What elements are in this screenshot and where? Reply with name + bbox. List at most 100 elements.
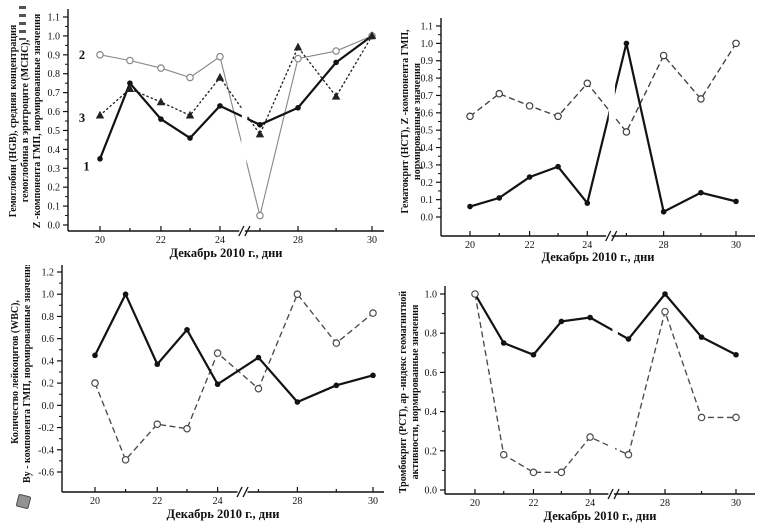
data-point-open-circle (294, 54, 302, 63)
data-point-filled-circle (500, 340, 507, 346)
data-point-filled-circle (255, 354, 262, 361)
x-axis-label: Декабрь 2010 г., дни (544, 509, 657, 523)
axis-break-slash (613, 488, 620, 500)
y-tick-label: 0.4 (42, 356, 55, 367)
data-point-open-circle (186, 73, 194, 82)
axis-break-slash (611, 230, 618, 242)
data-point-open-circle (471, 290, 479, 298)
y-tick-label: 0.6 (42, 334, 55, 345)
curve-number-label: 3 (79, 111, 85, 125)
series-line (469, 43, 737, 134)
data-point-filled-circle (333, 59, 339, 66)
data-point-triangle (367, 31, 377, 40)
y-tick-label: 0.8 (421, 74, 434, 85)
y-axis-label-line: Гематокрит (HCT), Z -компонента ГМП, (400, 29, 411, 214)
data-point-open-circle (659, 51, 668, 60)
y-tick-label: 0.3 (48, 164, 61, 175)
data-point-filled-circle (623, 40, 630, 47)
x-tick-label: 28 (293, 235, 303, 246)
data-point-triangle (156, 97, 166, 106)
data-point-filled-circle (187, 135, 193, 141)
x-tick-label: 22 (528, 498, 538, 509)
data-point-open-circle (732, 413, 740, 422)
y-tick-label: 0.9 (48, 50, 61, 61)
data-point-filled-circle (660, 208, 667, 215)
data-point-open-circle (661, 307, 669, 316)
y-axis-label-line: Количество лейкоцитов (WBC), (10, 300, 21, 444)
series-line (474, 292, 737, 357)
y-tick-label: 0.5 (421, 126, 434, 137)
y-tick-label: 0.4 (425, 407, 438, 418)
axis-break-slash (244, 225, 251, 237)
x-tick-label: 28 (292, 496, 302, 507)
data-point-open-circle (624, 450, 633, 459)
x-tick-label: 24 (215, 235, 225, 246)
x-axis-label: Декабрь 2010 г., дни (167, 507, 280, 521)
data-point-open-circle (121, 455, 130, 464)
data-point-open-circle (256, 211, 264, 220)
data-point-open-circle (332, 47, 340, 55)
data-point-filled-circle (698, 189, 704, 196)
data-point-open-circle (126, 56, 134, 65)
y-tick-label: -0.4 (38, 445, 54, 456)
data-point-open-circle (586, 433, 594, 441)
y-tick-label: 0.6 (421, 108, 434, 119)
y-tick-label: 1.0 (42, 290, 55, 301)
axis-break-gap (239, 14, 250, 238)
y-axis-label-line: активности, нормированные значения (410, 304, 421, 479)
data-point-filled-circle (97, 156, 103, 162)
data-point-filled-circle (370, 372, 376, 379)
y-axis-label-line: Гемоглобин (HGB), средняя концентрация (8, 24, 19, 217)
data-point-filled-circle (584, 200, 591, 206)
y-tick-label: 0.2 (425, 446, 438, 457)
scan-artifact (19, 6, 26, 40)
y-tick-label: 0.3 (421, 160, 434, 171)
hct-z-plot: Гематокрит (HCT), Z -компонента ГМП, норм… (400, 18, 755, 264)
data-point-open-circle (153, 420, 162, 429)
data-point-triangle (293, 42, 303, 51)
data-point-triangle (125, 84, 135, 93)
data-point-open-circle (495, 89, 504, 98)
y-tick-label: 1.0 (421, 39, 434, 50)
y-axis-label-line: Тромбокрит (PCT), ap -индекс геомагнитно… (398, 291, 409, 493)
data-point-open-circle (293, 290, 302, 299)
x-tick-label: 24 (213, 496, 223, 507)
data-point-open-circle (369, 309, 377, 317)
data-point-filled-circle (698, 334, 705, 340)
data-point-filled-circle (214, 381, 221, 388)
data-point-filled-circle (92, 352, 98, 359)
y-tick-label: 0.2 (42, 379, 55, 390)
y-tick-label: -0.2 (38, 423, 54, 434)
y-axis-label-line: Z -компонента ГМП, нормированные значени… (32, 13, 43, 228)
axis-break-gap (237, 488, 248, 497)
y-tick-label: 0.8 (42, 312, 55, 323)
y-tick-label: 0.0 (48, 221, 61, 232)
data-point-open-circle (525, 102, 534, 110)
data-point-filled-circle (294, 399, 301, 405)
data-point-filled-circle (184, 326, 190, 333)
data-point-filled-circle (526, 174, 533, 180)
data-point-open-circle (213, 349, 222, 357)
y-tick-label: 0.6 (425, 368, 438, 379)
data-point-filled-circle (558, 318, 565, 325)
y-axis-label-line: нормированные значения (412, 62, 423, 180)
x-tick-label: 30 (367, 235, 377, 246)
x-tick-label: 22 (156, 235, 166, 246)
axis-break-gap (605, 23, 617, 243)
y-tick-label: 0.4 (48, 145, 61, 156)
data-point-open-circle (332, 339, 341, 347)
hgb-mchc-z-plot: Гемоглобин (HGB), средняя концентрация ге… (8, 9, 384, 260)
data-point-filled-circle (257, 121, 263, 128)
data-point-filled-circle (496, 195, 503, 201)
axis-break-slash (605, 230, 612, 242)
data-point-open-circle (96, 51, 104, 59)
y-tick-label: 1.2 (42, 268, 55, 279)
data-point-open-circle (529, 468, 538, 477)
data-point-open-circle (254, 384, 263, 393)
data-point-filled-circle (625, 336, 632, 342)
data-point-open-circle (622, 128, 631, 136)
data-point-filled-circle (122, 291, 129, 298)
y-tick-label: 0.0 (42, 401, 55, 412)
chart-wbc-by-gmp: Количество лейкоцитов (WBC), By - компоне… (0, 265, 386, 531)
x-tick-label: 30 (368, 496, 378, 507)
